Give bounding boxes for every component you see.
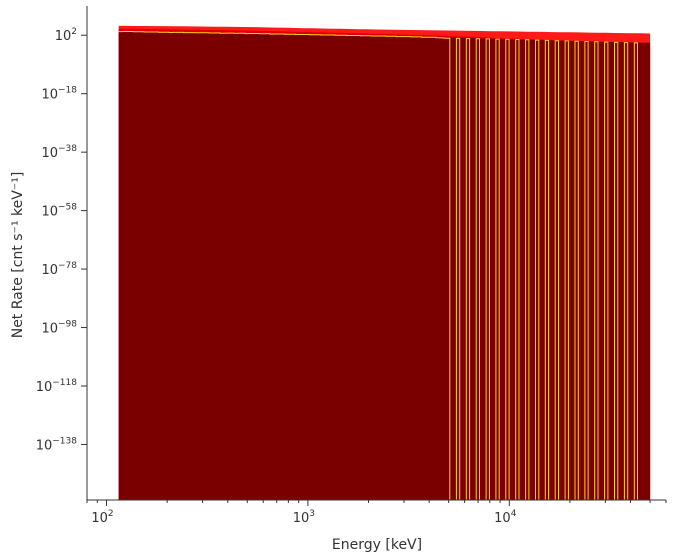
y-tick-label: 102 (55, 27, 77, 44)
axes: 102 103 104 102 10−18 10−38 10−58 10−78 10−98 10−… (36, 6, 667, 526)
y-tick-label: 10−38 (41, 144, 77, 161)
plot-area (118, 25, 651, 501)
x-tick-label: 104 (494, 509, 517, 526)
y-axis-label: Net Rate [cnt s⁻¹ keV⁻¹] (10, 172, 26, 339)
series-band-2 (118, 31, 651, 501)
y-tick-label: 10−98 (41, 320, 77, 337)
series-line-yellow (118, 31, 641, 501)
y-tick-label: 10−118 (36, 378, 78, 395)
y-tick-label: 10−138 (36, 436, 78, 453)
x-tick-label: 102 (91, 509, 113, 526)
x-axis-label: Energy [keV] (332, 537, 422, 553)
x-tick-label: 103 (293, 509, 315, 526)
y-tick-label: 10−58 (41, 203, 77, 220)
y-tick-label: 10−18 (41, 86, 77, 103)
y-tick-label: 10−78 (41, 261, 77, 278)
